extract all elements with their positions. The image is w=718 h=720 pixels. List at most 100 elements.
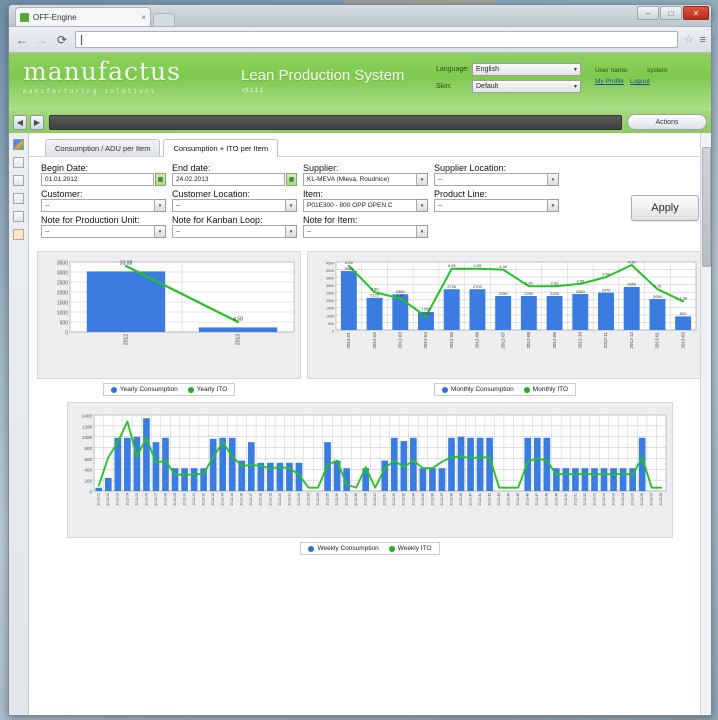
user-icon[interactable] [13, 229, 24, 240]
chevron-down-icon[interactable]: ▾ [548, 173, 559, 186]
back-icon[interactable]: ← [16, 32, 28, 47]
end-date-input[interactable]: 24.02.2013 [172, 173, 285, 186]
chevron-down-icon[interactable]: ▾ [286, 225, 297, 238]
svg-text:2.90: 2.90 [551, 281, 560, 286]
svg-text:2.70: 2.70 [654, 284, 663, 289]
charts-area: 0 500 1000 1500 2000 2500 3000 3500 33.08 4.58 201… [29, 247, 711, 555]
list-icon[interactable] [13, 175, 24, 186]
language-label: Language: [436, 66, 470, 73]
my-profile-link[interactable]: My Profile [595, 78, 624, 85]
chevron-down-icon[interactable]: ▾ [417, 199, 428, 212]
svg-text:2012-26: 2012-26 [335, 493, 339, 506]
reload-icon[interactable]: ⟳ [56, 32, 68, 47]
customer-location-input[interactable]: -- [172, 199, 286, 212]
chart-icon[interactable] [13, 139, 24, 150]
legend-label: Monthly ITO [532, 386, 569, 393]
svg-text:2250: 2250 [550, 291, 560, 296]
minimize-button[interactable]: – [637, 6, 659, 20]
item-input[interactable]: P01E300 - 800 OPP OPEN C [303, 199, 417, 212]
svg-text:2013-07: 2013-07 [650, 493, 654, 506]
svg-text:1000: 1000 [57, 310, 68, 316]
svg-text:1.00: 1.00 [422, 311, 431, 316]
svg-text:2360: 2360 [396, 289, 406, 294]
svg-text:2012-11: 2012-11 [192, 493, 196, 505]
chevron-down-icon[interactable]: ▾ [155, 199, 166, 212]
new-tab-button[interactable] [153, 13, 175, 26]
legend-item-consumption: Yearly Consumption [110, 386, 178, 393]
legend-item-consumption: Monthly Consumption [441, 386, 514, 393]
item-field: Item: P01E300 - 800 OPP OPEN C ▾ [303, 189, 428, 212]
svg-text:2012-13: 2012-13 [211, 493, 215, 506]
nav-back-button[interactable]: ◀ [13, 114, 27, 130]
customer-field: Customer: -- ▾ [41, 189, 166, 212]
language-row: Language: English ▾ [436, 63, 581, 76]
browser-tab-title: OFF-Engine [33, 12, 77, 22]
actions-button[interactable]: Actions [627, 114, 707, 130]
supplier-location-input[interactable]: -- [434, 173, 548, 186]
browser-tab[interactable]: OFF-Engine × [15, 7, 151, 26]
begin-date-label: Begin Date: [41, 163, 89, 173]
product-line-input[interactable]: -- [434, 199, 548, 212]
svg-text:2012-04: 2012-04 [125, 493, 129, 506]
grid-icon[interactable] [13, 193, 24, 204]
apply-button[interactable]: Apply [631, 195, 699, 221]
customer-location-label: Customer Location: [172, 189, 251, 199]
brand-logo: manufactus manufacturing solutions [23, 59, 181, 96]
svg-text:600: 600 [84, 457, 92, 462]
browser-menu-icon[interactable]: ≡ [699, 33, 707, 46]
yearly-legend: Yearly Consumption Yearly ITO [102, 383, 236, 396]
svg-text:2012-10: 2012-10 [577, 332, 582, 349]
note-production-unit-input[interactable]: -- [41, 225, 155, 238]
logout-link[interactable]: Logout [629, 78, 650, 85]
legend-label: Yearly Consumption [119, 386, 178, 393]
chevron-down-icon[interactable]: ▾ [548, 199, 559, 212]
customer-input[interactable]: -- [41, 199, 155, 212]
svg-text:2012: 2012 [123, 334, 129, 345]
svg-text:4500: 4500 [326, 261, 334, 265]
monthly-legend: Monthly Consumption Monthly ITO [433, 383, 577, 396]
svg-text:2012-28: 2012-28 [354, 493, 358, 506]
supplier-input[interactable]: KL-MEVA (Mleva, Roudnice) [303, 173, 417, 186]
browser-window: OFF-Engine × – □ ✕ ← → ⟳ ☆ ≡ manufactus … [8, 4, 712, 716]
chevron-down-icon[interactable]: ▾ [286, 199, 297, 212]
svg-text:2125: 2125 [370, 293, 380, 298]
svg-text:3500: 3500 [57, 260, 68, 266]
address-bar[interactable] [75, 31, 678, 48]
svg-text:2012-05: 2012-05 [135, 493, 139, 506]
language-select[interactable]: English ▾ [472, 63, 581, 76]
monthly-chart[interactable]: 0 500 1000 1500 2000 2500 3000 3500 4000 4500 3900… [310, 254, 700, 374]
note-kanban-loop-input[interactable]: -- [172, 225, 286, 238]
note-production-unit-field: Note for Production Unit: -- ▾ [41, 215, 166, 238]
bookmark-star-icon[interactable]: ☆ [683, 34, 694, 46]
weekly-chart[interactable]: 0 200 400 600 800 1000 1200 1400 2012-01 2012-02 2… [70, 405, 670, 533]
calendar-icon[interactable]: ▦ [286, 173, 297, 186]
end-date-label: End date: [172, 163, 211, 173]
table-icon[interactable] [13, 211, 24, 222]
page-scrollbar[interactable] [700, 133, 711, 715]
begin-date-input[interactable]: 01.01.2012 [41, 173, 154, 186]
close-window-button[interactable]: ✕ [683, 6, 709, 20]
chevron-down-icon[interactable]: ▾ [417, 225, 428, 238]
svg-text:2012-08: 2012-08 [163, 493, 167, 506]
chevron-down-icon[interactable]: ▾ [417, 173, 428, 186]
svg-text:2012-04: 2012-04 [423, 332, 428, 349]
skin-select[interactable]: Default ▾ [472, 80, 581, 93]
svg-text:200: 200 [84, 479, 92, 484]
scrollbar-thumb[interactable] [702, 147, 711, 267]
report-icon[interactable] [13, 157, 24, 168]
calendar-icon[interactable]: ▦ [155, 173, 166, 186]
tab-consumption-ito[interactable]: Consumption + ITO per Item [163, 139, 279, 157]
close-tab-icon[interactable]: × [141, 12, 146, 22]
tab-consumption-adu[interactable]: Consumption / ADU per Item [45, 139, 161, 156]
svg-text:0: 0 [89, 489, 92, 494]
filter-row-3: Note for Production Unit: -- ▾ Note for … [41, 215, 701, 238]
svg-text:1500: 1500 [57, 300, 68, 306]
note-item-input[interactable]: -- [303, 225, 417, 238]
yearly-chart-container: 0 500 1000 1500 2000 2500 3000 3500 33.08 4.58 201… [37, 251, 301, 396]
maximize-button[interactable]: □ [660, 6, 682, 20]
supplier-location-label: Supplier Location: [434, 163, 507, 173]
yearly-chart[interactable]: 0 500 1000 1500 2000 2500 3000 3500 33.08 4.58 201… [40, 254, 298, 374]
nav-forward-button[interactable]: ▶ [30, 114, 44, 130]
chevron-down-icon[interactable]: ▾ [155, 225, 166, 238]
svg-text:4000: 4000 [326, 269, 334, 273]
